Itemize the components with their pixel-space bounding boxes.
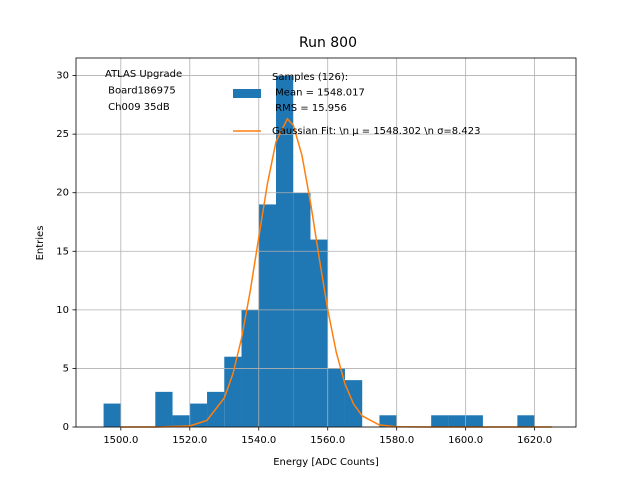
y-axis-label: Entries [35, 226, 46, 261]
x-tick-label: 1540.0 [241, 435, 276, 446]
bar [431, 415, 449, 427]
bar [155, 391, 173, 427]
legend-label: Gaussian Fit: \n μ = 1548.302 \n σ=8.423 [272, 126, 480, 137]
chart-title: Run 800 [299, 35, 357, 51]
x-tick-label: 1500.0 [103, 435, 138, 446]
x-tick-label: 1520.0 [172, 435, 207, 446]
bar [172, 415, 190, 427]
annotation: Board186975 [105, 86, 176, 97]
bar [103, 403, 121, 427]
y-tick-label: 15 [56, 246, 69, 257]
bar [448, 415, 466, 427]
legend-patch [233, 89, 261, 98]
fit-line [120, 117, 552, 428]
x-tick-label: 1560.0 [310, 435, 345, 446]
bar [465, 415, 483, 427]
bar [310, 239, 328, 427]
bar [517, 415, 535, 427]
annotation: Ch009 35dB [105, 102, 170, 113]
legend-label: Samples (126): Mean = 1548.017 RMS = 15.… [272, 72, 365, 114]
bar [327, 368, 345, 427]
y-tick-label: 30 [56, 71, 69, 82]
y-tick-label: 25 [56, 129, 69, 140]
x-tick-label: 1600.0 [448, 435, 483, 446]
y-tick-label: 0 [63, 422, 69, 433]
x-axis-label: Energy [ADC Counts] [273, 457, 379, 468]
x-tick-label: 1580.0 [379, 435, 414, 446]
bar [379, 415, 397, 427]
y-tick-label: 5 [63, 363, 69, 374]
annotation: ATLAS Upgrade [105, 69, 182, 80]
axes-frame [75, 57, 577, 428]
y-tick-label: 10 [56, 305, 69, 316]
bar [224, 356, 242, 427]
bar [258, 204, 276, 427]
x-tick-label: 1620.0 [517, 435, 552, 446]
y-tick-label: 20 [56, 188, 69, 199]
